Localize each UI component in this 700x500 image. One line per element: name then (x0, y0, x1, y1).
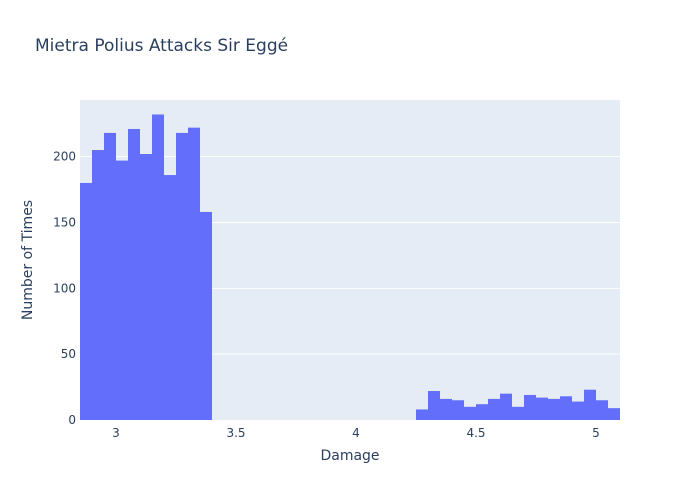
x-tick-label: 3.5 (226, 426, 245, 440)
histogram-bar (140, 153, 152, 421)
histogram-bar (512, 406, 524, 420)
x-tick-label: 4.5 (466, 426, 485, 440)
histogram-bar (200, 211, 212, 420)
histogram-bar (104, 132, 116, 420)
histogram-bar (596, 400, 608, 420)
histogram-bar (488, 398, 500, 420)
histogram-bar (524, 394, 536, 420)
histogram-bar (416, 409, 428, 420)
histogram-bar (548, 398, 560, 420)
histogram-bar (584, 389, 596, 420)
histogram-bar (536, 397, 548, 420)
histogram-bar (80, 182, 92, 420)
histogram-bar (476, 404, 488, 420)
y-axis-title: Number of Times (20, 200, 36, 320)
histogram-bar (128, 128, 140, 420)
histogram-bar (176, 132, 188, 420)
x-tick-label: 3 (112, 426, 120, 440)
histogram-bar (116, 160, 128, 421)
bars (80, 114, 620, 421)
x-tick-label: 5 (592, 426, 600, 440)
chart-title: Mietra Polius Attacks Sir Eggé (35, 36, 288, 56)
y-axis-ticks: 0 50 100 150 200 (53, 150, 76, 427)
histogram-bar (608, 408, 620, 420)
x-tick-label: 4 (352, 426, 360, 440)
x-axis-ticks: 3 3.5 4 4.5 5 (112, 426, 600, 440)
histogram-bar (164, 175, 176, 420)
histogram-bar (152, 114, 164, 420)
histogram-bar (572, 401, 584, 420)
y-tick-label: 150 (53, 215, 76, 229)
x-axis-title: Damage (320, 448, 379, 464)
histogram-bar (500, 393, 512, 420)
histogram-bar (560, 396, 572, 420)
histogram-bar (188, 127, 200, 420)
y-tick-label: 0 (68, 413, 76, 427)
histogram-bar (428, 391, 440, 420)
y-tick-label: 50 (61, 347, 76, 361)
histogram-bar (464, 406, 476, 420)
histogram-bar (452, 400, 464, 420)
histogram-bar (92, 150, 104, 421)
y-tick-label: 100 (53, 281, 76, 295)
histogram-bar (440, 398, 452, 420)
y-tick-label: 200 (53, 150, 76, 164)
